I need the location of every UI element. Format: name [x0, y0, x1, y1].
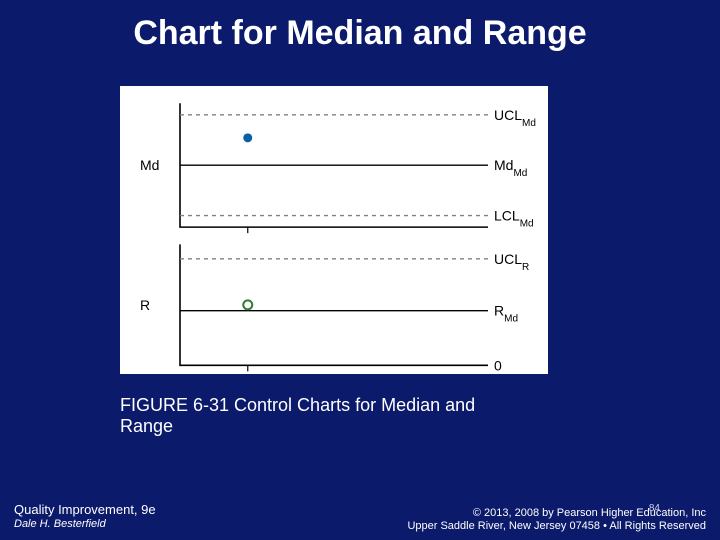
figure-caption: FIGURE 6-31 Control Charts for Median an…	[120, 395, 540, 437]
svg-text:R: R	[140, 297, 150, 313]
svg-text:MdMd: MdMd	[494, 157, 527, 179]
control-chart-svg: Md UCLMd MdMd LCLMd R UCLR RMd 0	[120, 86, 548, 374]
slide-root: Chart for Median and Range Md UCLMd MdMd LC…	[0, 0, 720, 540]
figure-caption-line1: FIGURE 6-31 Control Charts for Median an…	[120, 395, 475, 415]
svg-text:LCLMd: LCLMd	[494, 208, 534, 230]
page-number: 84	[649, 503, 660, 514]
chart-area: Md UCLMd MdMd LCLMd R UCLR RMd 0	[120, 86, 548, 374]
svg-text:0: 0	[494, 357, 502, 373]
footer-right: © 2013, 2008 by Pearson Higher Education…	[407, 507, 706, 535]
svg-text:UCLMd: UCLMd	[494, 107, 536, 129]
footer-book-title: Quality Improvement, 9e	[14, 502, 156, 518]
footer-author: Dale H. Besterfield	[14, 518, 156, 532]
svg-text:UCLR: UCLR	[494, 251, 529, 272]
footer-left: Quality Improvement, 9e Dale H. Besterfi…	[14, 502, 156, 532]
slide-title: Chart for Median and Range	[0, 14, 720, 53]
svg-text:RMd: RMd	[494, 303, 518, 325]
footer-address: Upper Saddle River, New Jersey 07458 • A…	[407, 520, 706, 534]
footer-copyright: © 2013, 2008 by Pearson Higher Education…	[407, 507, 706, 521]
svg-text:Md: Md	[140, 157, 159, 173]
figure-caption-line2: Range	[120, 416, 173, 436]
